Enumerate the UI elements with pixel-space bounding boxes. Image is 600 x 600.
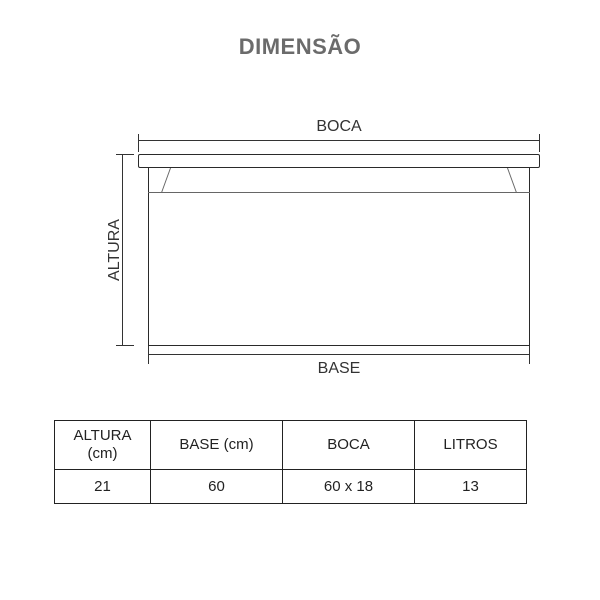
cell-base: 60 bbox=[151, 470, 283, 504]
altura-tick-top bbox=[116, 154, 134, 155]
page-title: DIMENSÃO bbox=[0, 0, 600, 60]
col-header-litros-l1: LITROS bbox=[443, 436, 497, 453]
boca-dimension: BOCA bbox=[138, 120, 540, 150]
col-header-altura-l2: (cm) bbox=[88, 445, 118, 462]
col-header-litros: LITROS bbox=[415, 421, 527, 470]
planter-rim bbox=[138, 154, 540, 168]
col-header-altura: ALTURA (cm) bbox=[55, 421, 151, 470]
boca-tick-right bbox=[539, 134, 540, 152]
base-dimension-line bbox=[148, 354, 530, 355]
altura-dimension: ALTURA bbox=[92, 154, 132, 346]
altura-tick-bottom bbox=[116, 345, 134, 346]
col-header-boca-l1: BOCA bbox=[327, 436, 370, 453]
altura-label: ALTURA bbox=[106, 219, 124, 281]
planter-body bbox=[148, 168, 530, 346]
table-row: 21 60 60 x 18 13 bbox=[55, 470, 527, 504]
spec-table: ALTURA (cm) BASE (cm) BOCA LITROS 21 60 … bbox=[54, 420, 527, 504]
cell-litros: 13 bbox=[415, 470, 527, 504]
boca-tick-left bbox=[138, 134, 139, 152]
boca-dimension-line bbox=[138, 140, 540, 141]
col-header-boca: BOCA bbox=[283, 421, 415, 470]
table-header-row: ALTURA (cm) BASE (cm) BOCA LITROS bbox=[55, 421, 527, 470]
base-label: BASE bbox=[148, 360, 530, 378]
base-dimension: BASE bbox=[148, 346, 530, 376]
col-header-base: BASE (cm) bbox=[151, 421, 283, 470]
boca-label: BOCA bbox=[138, 118, 540, 136]
planter-inner-line bbox=[148, 192, 530, 193]
dimension-diagram: BOCA ALTURA BASE bbox=[50, 110, 550, 370]
cell-altura: 21 bbox=[55, 470, 151, 504]
col-header-altura-l1: ALTURA bbox=[73, 427, 131, 444]
col-header-base-l1: BASE (cm) bbox=[179, 436, 253, 453]
planter-drawing bbox=[138, 154, 540, 346]
cell-boca: 60 x 18 bbox=[283, 470, 415, 504]
